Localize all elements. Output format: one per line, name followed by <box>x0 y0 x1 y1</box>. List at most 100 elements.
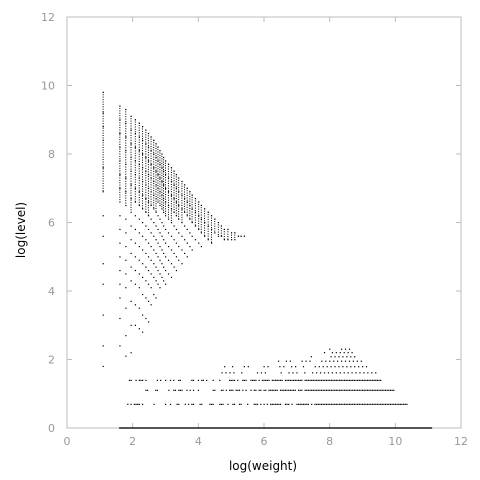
data-point <box>131 212 132 213</box>
data-point <box>125 111 126 112</box>
data-point <box>163 176 164 177</box>
data-point <box>131 137 132 138</box>
data-point <box>244 380 245 381</box>
data-point <box>148 198 149 199</box>
data-point <box>139 144 140 145</box>
data-point <box>187 215 188 216</box>
data-point <box>159 160 160 161</box>
data-point <box>198 221 199 222</box>
data-point <box>148 145 149 146</box>
data-point <box>148 135 149 136</box>
data-point <box>187 256 188 257</box>
data-point <box>139 137 140 138</box>
data-point <box>103 169 104 170</box>
data-point <box>187 195 188 196</box>
data-point <box>157 154 158 155</box>
data-point <box>145 318 146 319</box>
data-point <box>119 132 120 133</box>
data-point <box>189 215 190 216</box>
data-point <box>334 404 335 405</box>
data-point <box>163 167 164 168</box>
data-point <box>131 185 132 186</box>
data-point <box>142 222 143 223</box>
data-point <box>242 390 243 391</box>
data-point <box>272 404 273 405</box>
data-point <box>173 380 174 381</box>
data-point <box>119 185 120 186</box>
data-point <box>168 193 169 194</box>
data-point <box>187 202 188 203</box>
data-point <box>151 205 152 206</box>
data-point <box>360 390 361 391</box>
data-point <box>151 158 152 159</box>
data-point <box>103 145 104 146</box>
data-point <box>163 193 164 194</box>
data-point <box>139 156 140 157</box>
data-point <box>201 217 202 218</box>
data-point <box>339 390 340 391</box>
data-point <box>148 243 149 244</box>
data-point <box>155 297 156 298</box>
data-point <box>170 404 171 405</box>
data-point <box>184 212 185 213</box>
data-point <box>344 352 345 353</box>
data-point <box>155 208 156 209</box>
data-point <box>267 404 268 405</box>
data-point <box>168 273 169 274</box>
data-point <box>135 201 136 202</box>
data-point <box>155 177 156 178</box>
data-point <box>153 205 154 206</box>
data-point <box>184 196 185 197</box>
data-point <box>192 216 193 217</box>
data-point <box>329 390 330 391</box>
data-point <box>103 166 104 167</box>
data-point <box>176 212 177 213</box>
data-point <box>192 204 193 205</box>
data-point <box>380 390 381 391</box>
data-point <box>176 191 177 192</box>
data-point <box>125 162 126 163</box>
data-point <box>201 226 202 227</box>
data-point <box>316 404 317 405</box>
data-point <box>145 157 146 158</box>
data-point <box>135 188 136 189</box>
data-point <box>354 366 355 367</box>
data-point <box>131 166 132 167</box>
data-point <box>211 404 212 405</box>
data-point <box>192 195 193 196</box>
data-point <box>211 215 212 216</box>
data-point <box>176 215 177 216</box>
data-point <box>119 144 120 145</box>
data-point <box>327 366 328 367</box>
data-point <box>291 380 292 381</box>
data-point <box>139 273 140 274</box>
data-point <box>157 151 158 152</box>
data-point <box>131 171 132 172</box>
data-point <box>351 372 352 373</box>
data-point <box>201 207 202 208</box>
data-point <box>320 372 321 373</box>
data-point <box>350 356 351 357</box>
data-point <box>163 210 164 211</box>
data-point <box>192 202 193 203</box>
data-point <box>119 180 120 181</box>
data-point <box>168 190 169 191</box>
data-point <box>161 194 162 195</box>
data-point <box>103 130 104 131</box>
data-point <box>135 131 136 132</box>
data-point <box>337 404 338 405</box>
data-point <box>135 143 136 144</box>
data-point <box>151 192 152 193</box>
data-point <box>157 270 158 271</box>
data-point <box>148 205 149 206</box>
data-point <box>264 404 265 405</box>
data-point <box>131 143 132 144</box>
data-point <box>373 380 374 381</box>
data-point <box>119 174 120 175</box>
data-point <box>337 361 338 362</box>
data-point <box>142 208 143 209</box>
data-point <box>135 243 136 244</box>
data-point <box>148 301 149 302</box>
data-point <box>103 104 104 105</box>
data-point <box>157 156 158 157</box>
